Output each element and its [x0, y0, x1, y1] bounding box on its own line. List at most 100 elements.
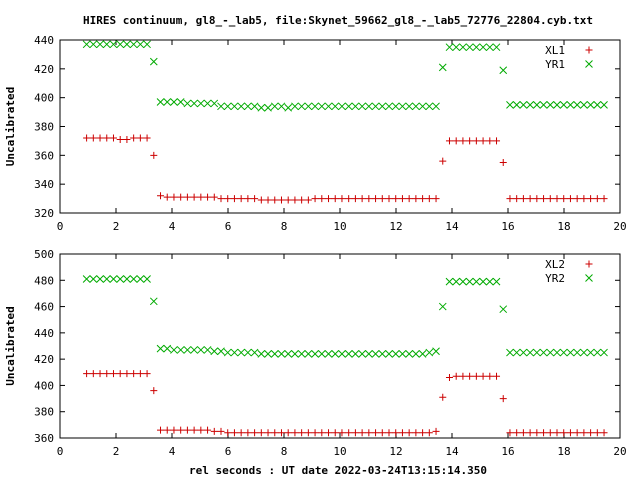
data-point	[102, 275, 111, 283]
data-point	[372, 429, 380, 437]
data-point	[210, 347, 219, 356]
data-point	[398, 350, 407, 358]
data-point	[445, 374, 453, 382]
data-point	[136, 370, 144, 378]
data-point	[210, 427, 218, 435]
data-point	[459, 137, 467, 145]
data-point	[492, 277, 501, 286]
data-point	[351, 429, 359, 437]
data-point	[318, 195, 326, 203]
panel-bottom: 0 2 4 6 8 10 12 14 16 18 20 360 380 400 420 440 460 480 50…	[4, 248, 627, 458]
data-point	[103, 134, 111, 142]
x-tick-label: 18	[557, 445, 570, 458]
data-point	[432, 347, 440, 356]
data-point	[210, 193, 218, 201]
y-tick-label: 380	[34, 406, 54, 419]
data-point	[271, 429, 279, 437]
data-point	[499, 66, 508, 75]
data-point	[331, 429, 339, 437]
data-point	[580, 195, 588, 203]
data-point	[466, 372, 474, 380]
data-point	[190, 193, 198, 201]
data-point	[392, 195, 400, 203]
data-point	[284, 103, 293, 112]
data-point	[150, 387, 158, 395]
data-point	[479, 277, 487, 286]
data-point	[156, 344, 165, 353]
data-point	[170, 193, 178, 201]
data-point	[116, 135, 124, 143]
data-point	[197, 426, 205, 434]
data-point	[183, 346, 192, 354]
legend-marker	[585, 46, 593, 54]
data-point	[364, 102, 373, 111]
legend-marker	[585, 260, 593, 268]
data-point	[338, 195, 346, 203]
y-tick-label: 440	[34, 34, 54, 47]
data-point	[418, 350, 427, 358]
x-tick-label: 14	[445, 445, 459, 458]
data-point	[304, 429, 312, 437]
data-point	[493, 137, 501, 145]
data-point	[466, 137, 474, 145]
data-point	[425, 429, 433, 437]
data-point	[251, 195, 259, 203]
data-point	[499, 305, 508, 314]
data-point	[190, 99, 198, 108]
data-point	[378, 195, 386, 203]
data-point	[539, 101, 548, 109]
data-point	[217, 195, 225, 203]
y-tick-label: 480	[34, 274, 54, 287]
data-point	[472, 43, 481, 52]
series-xl2	[83, 370, 608, 437]
data-point	[277, 350, 286, 358]
data-point	[412, 102, 420, 111]
data-point	[251, 429, 259, 437]
data-point	[372, 195, 380, 203]
data-point	[244, 102, 252, 111]
data-point	[331, 102, 340, 111]
data-point	[546, 348, 555, 357]
data-point	[136, 134, 144, 142]
data-point	[230, 348, 239, 357]
data-point	[432, 195, 440, 203]
data-point	[230, 102, 239, 111]
data-point	[338, 429, 346, 437]
data-point	[116, 40, 125, 49]
data-point	[183, 193, 191, 201]
data-point	[277, 429, 285, 437]
data-point	[358, 350, 366, 358]
data-point	[237, 195, 245, 203]
data-point	[244, 348, 252, 357]
data-point	[445, 137, 453, 145]
data-point	[311, 429, 319, 437]
y-tick-label: 440	[34, 327, 54, 340]
data-point	[196, 99, 205, 108]
data-point	[217, 347, 225, 356]
x-tick-label: 12	[389, 445, 402, 458]
data-point	[264, 350, 272, 358]
data-point	[136, 275, 145, 283]
data-point	[170, 346, 178, 354]
data-point	[540, 429, 548, 437]
data-point	[553, 195, 561, 203]
data-point	[291, 196, 299, 204]
y-tick-label: 360	[34, 149, 54, 162]
x-tick-label: 6	[225, 445, 232, 458]
data-point	[96, 370, 104, 378]
data-point	[526, 348, 534, 357]
data-point	[284, 429, 292, 437]
data-point	[600, 348, 608, 357]
data-point	[425, 102, 434, 111]
data-point	[163, 98, 172, 106]
x-tick-label: 2	[113, 220, 120, 233]
chart-title: HIRES continuum, gl8_-_lab5, file:Skynet…	[83, 14, 593, 27]
data-point	[224, 195, 232, 203]
x-tick-label: 16	[501, 445, 514, 458]
data-point	[559, 348, 568, 357]
data-point	[546, 101, 555, 109]
y-axis-label: Uncalibrated	[4, 87, 17, 166]
data-point	[311, 195, 319, 203]
data-point	[385, 195, 393, 203]
data-point	[459, 43, 467, 52]
